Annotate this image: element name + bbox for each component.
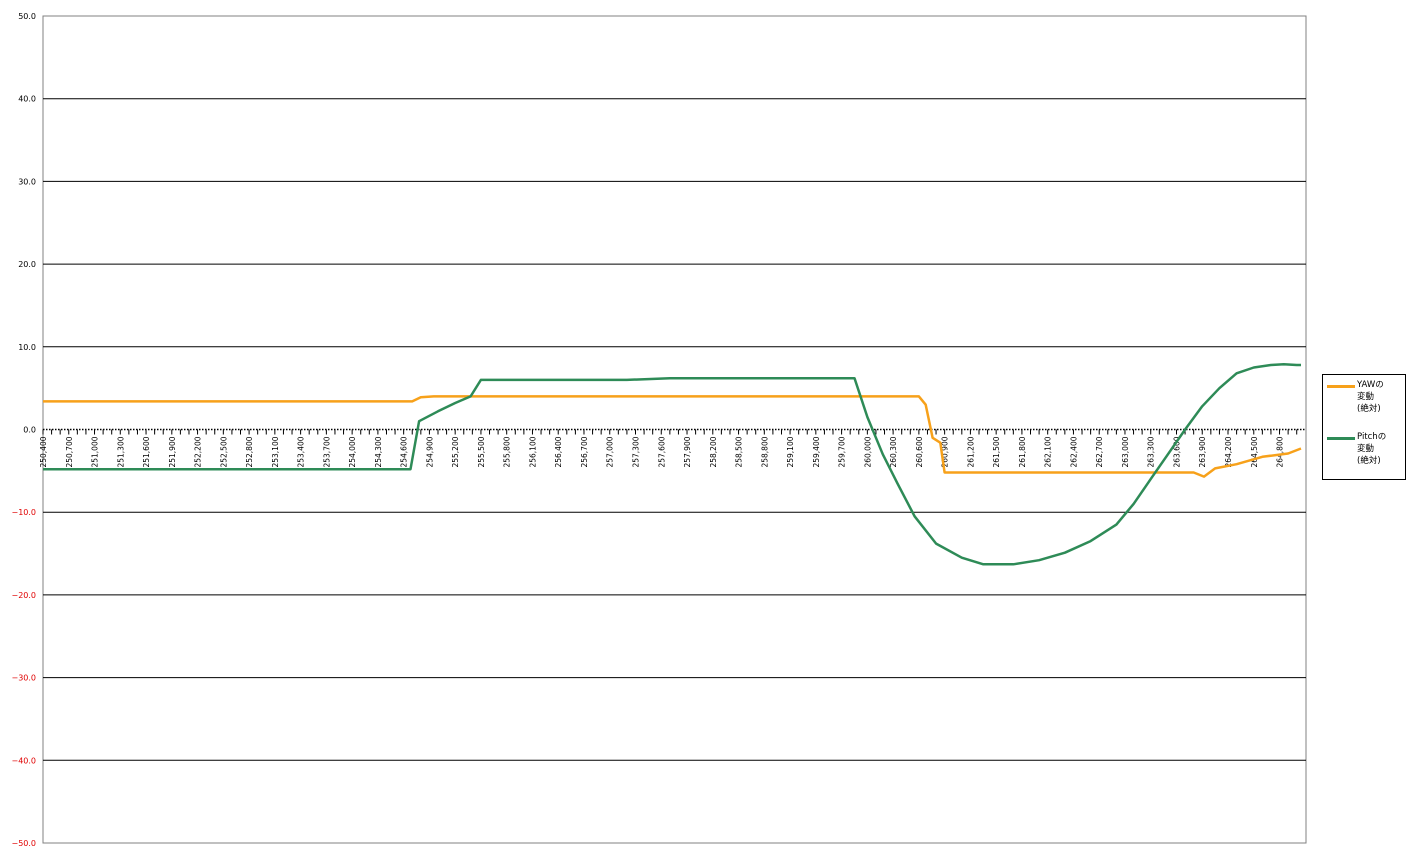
x-tick-label: 252,800 [245,436,254,467]
x-tick-label: 253,400 [297,436,306,467]
y-tick-label: 40.0 [18,95,36,104]
x-tick-label: 260,300 [889,436,898,467]
legend: YAWの 変動 (絶対) Pitchの 変動 (絶対) [1322,374,1406,480]
y-tick-label: −30.0 [11,674,36,683]
legend-swatch-pitch [1327,437,1355,440]
x-tick-label: 258,200 [709,436,718,467]
x-tick-label: 264,200 [1224,436,1233,467]
legend-swatch-yaw [1327,385,1355,388]
x-tick-label: 263,900 [1198,436,1207,467]
x-tick-label: 259,400 [812,436,821,467]
y-tick-label: −20.0 [11,591,36,600]
x-tick-label: 251,900 [168,436,177,467]
x-tick-label: 254,000 [348,436,357,467]
y-tick-label: −10.0 [11,508,36,517]
y-tick-label: −40.0 [11,756,36,765]
x-axis: 250,400 250,700 251,000 251,300 251,600 251,9… [39,428,1306,468]
x-tick-label: 255,500 [477,436,486,467]
gridlines [43,98,1306,761]
x-tick-label: 262,400 [1069,436,1078,467]
y-tick-label: 0.0 [23,426,36,435]
y-tick-label: 50.0 [18,12,36,21]
x-tick-label: 257,000 [606,436,615,467]
x-tick-label: 254,600 [400,436,409,467]
x-tick-label: 251,000 [91,436,100,467]
series-line-yaw [43,395,1302,478]
x-tick-label: 255,200 [451,436,460,467]
y-axis-tick-labels: 50.0 40.0 30.0 20.0 10.0 0.0 −10.0 −20.0 −30.0 −4… [11,12,36,848]
x-tick-label: 256,100 [528,436,537,467]
series-lines [43,362,1302,566]
x-tick-label: 252,200 [194,436,203,467]
x-tick-label: 251,600 [142,436,151,467]
x-tick-label: 254,300 [374,436,383,467]
legend-label-yaw: YAWの 変動 (絶対) [1357,380,1384,414]
x-tick-label: 263,000 [1121,436,1130,467]
x-tick-label: 254,900 [425,436,434,467]
x-tick-label: 263,300 [1147,436,1156,467]
y-tick-label: 10.0 [18,343,36,352]
x-tick-label: 250,700 [65,436,74,467]
x-tick-label: 261,800 [1018,436,1027,467]
x-tick-label: 258,800 [760,436,769,467]
x-tick-label: 262,700 [1095,436,1104,467]
y-tick-label: 20.0 [18,260,36,269]
x-tick-label: 258,500 [735,436,744,467]
x-tick-label: 262,100 [1044,436,1053,467]
x-tick-label: 257,600 [657,436,666,467]
x-tick-label: 250,400 [39,436,48,467]
x-tick-label: 257,300 [632,436,641,467]
legend-label-pitch: Pitchの 変動 (絶対) [1357,432,1387,466]
x-tick-label: 261,200 [966,436,975,467]
x-tick-label: 259,700 [838,436,847,467]
x-tick-label: 264,500 [1250,436,1259,467]
y-tick-label: 30.0 [18,177,36,186]
series-line-pitch [43,362,1301,566]
x-tick-label: 255,800 [503,436,512,467]
x-tick-label: 263,600 [1172,436,1181,467]
x-tick-label: 264,800 [1276,436,1285,467]
y-tick-label: −50.0 [11,839,36,848]
x-tick-label: 251,300 [116,436,125,467]
x-tick-label: 253,100 [271,436,280,467]
x-tick-label: 252,500 [219,436,228,467]
x-tick-label: 260,600 [915,436,924,467]
x-tick-label: 260,900 [941,436,950,467]
x-tick-label: 256,400 [554,436,563,467]
x-tick-label: 253,700 [322,436,331,467]
x-tick-label: 261,500 [992,436,1001,467]
x-tick-label: 259,100 [786,436,795,467]
x-tick-label: 257,900 [683,436,692,467]
x-tick-label: 256,700 [580,436,589,467]
x-tick-label: 260,000 [863,436,872,467]
